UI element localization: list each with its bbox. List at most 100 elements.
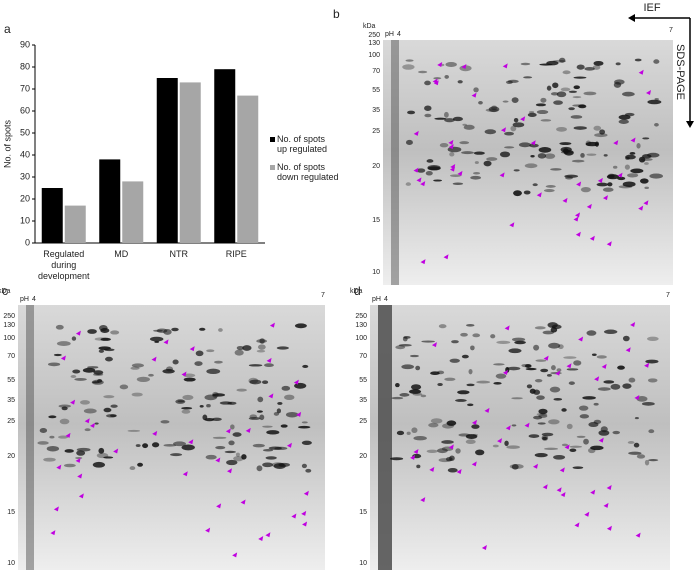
spot-arrow — [258, 536, 264, 542]
spot-arrow — [302, 521, 308, 527]
ph-end: 7 — [321, 292, 325, 299]
gel-spot — [654, 122, 659, 127]
gel-spot — [562, 70, 571, 75]
gel-spot — [211, 417, 222, 421]
kda-marker: 70 — [359, 353, 367, 360]
gel-spot — [586, 153, 597, 156]
gel-spot — [586, 330, 597, 336]
gel-spot — [130, 366, 140, 370]
gel-spot — [256, 339, 268, 343]
gel-spot — [256, 465, 263, 472]
spot-arrow — [232, 552, 238, 558]
gel-spot — [578, 405, 589, 411]
kda-marker: 250 — [355, 313, 367, 320]
spot-arrow — [60, 355, 66, 361]
gel-spot — [573, 126, 587, 130]
gel-spot — [421, 340, 435, 343]
ief-label: IEF — [643, 2, 660, 14]
gel-spot — [503, 146, 515, 149]
gel-spot — [463, 124, 475, 130]
gel-spot — [493, 363, 505, 366]
gel-spot — [639, 178, 649, 184]
spot-arrow — [643, 200, 649, 206]
gel-spot — [257, 344, 266, 350]
gel-spot — [183, 377, 196, 382]
gel-spot — [280, 424, 288, 428]
gel-spot — [528, 434, 540, 438]
gel-spot — [391, 396, 404, 400]
y-tick-label: 70 — [20, 83, 30, 93]
spot-arrow — [84, 418, 90, 424]
gel-spot — [56, 341, 71, 346]
spot-arrow — [603, 502, 609, 508]
gel-spot — [622, 91, 635, 97]
gel-spot — [131, 392, 143, 397]
gel-spot — [544, 447, 559, 451]
gel-spot — [618, 114, 631, 120]
gel-spot — [426, 159, 434, 163]
spot-arrow — [216, 503, 222, 509]
gel-spot — [127, 429, 141, 432]
gel-spot — [259, 338, 265, 344]
spot-arrow — [505, 425, 511, 431]
gel-spot — [543, 189, 555, 193]
gel-spot — [110, 404, 118, 408]
gel-spot — [538, 147, 552, 153]
spot-arrow — [77, 473, 83, 479]
gel-spot — [301, 463, 307, 469]
gel-spot — [403, 336, 411, 339]
spot-arrow — [437, 62, 443, 68]
spot-arrow — [555, 370, 561, 376]
gel-spot — [625, 154, 636, 160]
spot-arrow — [182, 471, 188, 477]
gel-spot — [405, 182, 411, 186]
gel-spot — [427, 166, 441, 171]
gel-spot — [281, 385, 291, 391]
gel-spot — [301, 440, 312, 445]
kda-marker: 55 — [372, 87, 380, 94]
gel-spot — [64, 449, 74, 453]
gel-spot — [559, 57, 566, 63]
gel-spot — [76, 450, 86, 456]
y-tick-label: 40 — [20, 149, 30, 159]
gel-spot — [71, 336, 77, 341]
gel-spot — [598, 430, 610, 436]
spot-arrow — [578, 336, 584, 342]
kda-marker: 55 — [359, 377, 367, 384]
spot-arrow — [413, 448, 419, 454]
gel-spot — [649, 173, 663, 179]
spot-arrow — [413, 167, 419, 173]
gel-spot — [529, 111, 535, 114]
gel-spot — [53, 353, 62, 357]
gel-spot — [545, 185, 556, 188]
gel-spot — [430, 371, 440, 376]
spot-arrow — [597, 177, 603, 183]
gel-spot — [653, 59, 660, 64]
gel-spot — [588, 447, 596, 454]
gel-spot — [234, 349, 244, 356]
gel-spot — [474, 161, 479, 165]
spot-arrow — [113, 448, 119, 454]
gel-spot — [556, 91, 567, 98]
gel-spot — [49, 435, 55, 439]
x-tick-label: RIPE — [226, 249, 247, 259]
gel-spot — [538, 408, 548, 415]
gel-spot — [566, 368, 579, 371]
gel-spot — [570, 115, 583, 119]
gel-spot — [413, 435, 427, 441]
gel-spot — [584, 66, 595, 71]
panel-label: a — [4, 22, 11, 36]
x-tick-label: Regulated during development — [38, 249, 90, 281]
spot-arrow — [296, 411, 302, 417]
gel-spot — [205, 454, 217, 460]
gel-spot — [457, 80, 463, 84]
spot-arrow — [530, 140, 536, 146]
gel-spot — [278, 462, 291, 467]
gel-spot — [452, 182, 464, 186]
gel-spot — [488, 106, 500, 113]
gel-spot — [541, 435, 549, 441]
gel-spot — [412, 392, 423, 396]
gel-spot — [82, 367, 96, 373]
spot-arrow — [560, 491, 566, 497]
kda-marker: 20 — [372, 163, 380, 170]
